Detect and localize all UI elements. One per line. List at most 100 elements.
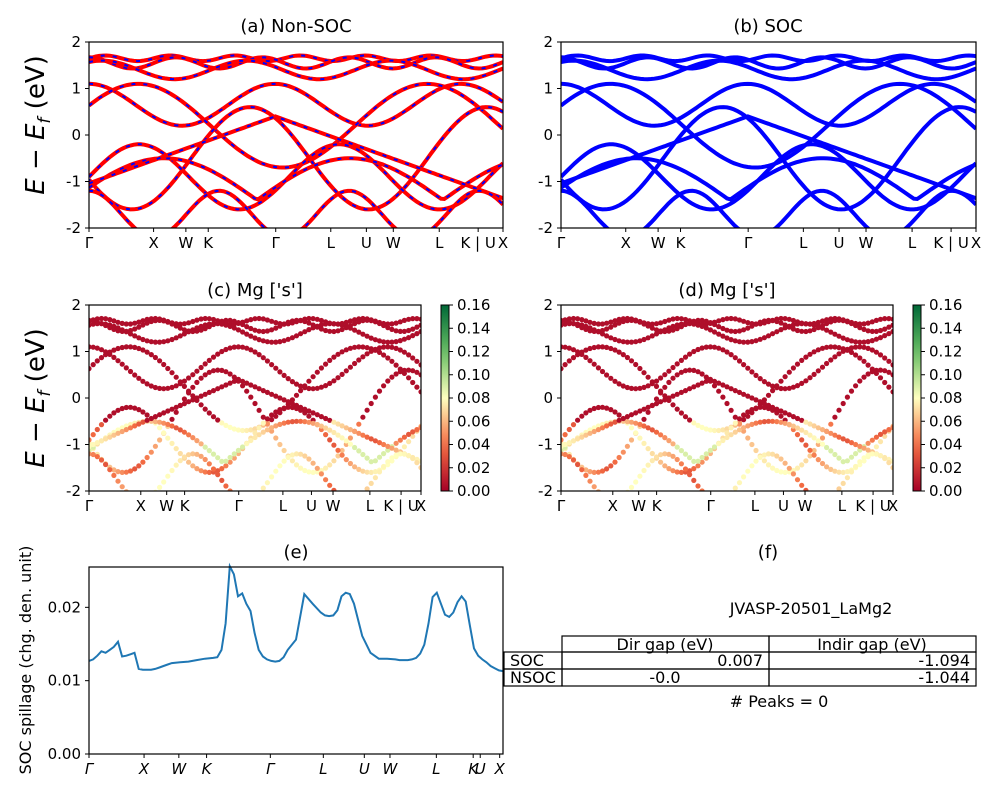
proj-point (385, 344, 391, 350)
proj-point (579, 413, 585, 419)
proj-point (397, 347, 403, 353)
proj-point (248, 394, 254, 400)
colorbar-d-tick-label: 0.00 (929, 482, 962, 500)
proj-point (235, 376, 241, 382)
panel-c-xtick-label: L (366, 497, 375, 515)
proj-point (310, 325, 316, 331)
proj-point (260, 338, 266, 344)
proj-point (169, 336, 175, 343)
proj-point (662, 451, 668, 457)
proj-point (277, 463, 283, 469)
proj-point (256, 328, 262, 334)
proj-point (206, 410, 212, 416)
proj-point (691, 348, 697, 355)
band-a-blue (89, 115, 503, 200)
proj-point (273, 365, 279, 371)
proj-point (857, 355, 863, 361)
proj-point (774, 453, 780, 459)
proj-point (269, 327, 275, 333)
proj-point (591, 361, 597, 367)
proj-point (736, 358, 743, 364)
proj-point (306, 378, 312, 384)
proj-point (678, 321, 685, 327)
proj-point (352, 327, 358, 333)
proj-point (824, 321, 830, 327)
proj-point (579, 317, 585, 323)
proj-point (832, 318, 838, 324)
proj-point (857, 339, 863, 345)
proj-point (281, 397, 287, 403)
proj-point (397, 437, 403, 443)
proj-point (132, 423, 138, 429)
proj-point (381, 383, 387, 389)
proj-point (637, 408, 643, 414)
proj-point (848, 338, 855, 344)
proj-point (641, 406, 647, 412)
proj-point (566, 321, 572, 327)
proj-point (857, 459, 863, 465)
proj-point (323, 321, 329, 327)
proj-point (98, 315, 105, 322)
proj-point (103, 436, 109, 442)
proj-point (277, 441, 283, 448)
proj-point (575, 436, 581, 442)
proj-point (624, 318, 631, 324)
proj-point (289, 404, 295, 411)
proj-point (306, 456, 312, 462)
proj-point (144, 338, 150, 344)
proj-point (123, 344, 129, 350)
panel-c-xtick-label: K (180, 497, 191, 515)
proj-point (406, 453, 412, 459)
proj-point (890, 372, 893, 378)
proj-point (575, 321, 581, 327)
proj-point (720, 333, 726, 339)
proj-point (670, 402, 676, 408)
proj-point (360, 344, 366, 350)
proj-point (604, 320, 610, 326)
proj-point (674, 315, 680, 322)
proj-point (869, 437, 875, 443)
proj-point (181, 327, 187, 333)
proj-point (653, 454, 660, 460)
panel-b-xtick-label: X (971, 234, 981, 252)
proj-point (799, 417, 805, 423)
proj-point (886, 331, 892, 337)
proj-point (418, 362, 421, 368)
proj-point (877, 431, 884, 437)
proj-point (115, 325, 121, 331)
proj-point (157, 437, 163, 443)
proj-point (227, 454, 233, 461)
proj-point (649, 379, 655, 385)
proj-point (616, 320, 622, 326)
panel-d-xtick-label: L (838, 497, 847, 515)
proj-point (256, 425, 262, 431)
band-b (561, 188, 976, 228)
proj-point (562, 362, 568, 368)
proj-point (356, 319, 362, 325)
proj-point (372, 469, 378, 475)
proj-point (674, 326, 680, 332)
proj-point (206, 461, 212, 467)
proj-point (401, 349, 407, 355)
proj-point (608, 335, 614, 341)
proj-point (277, 407, 283, 413)
proj-point (786, 369, 792, 375)
proj-point (140, 409, 146, 415)
proj-point (327, 321, 333, 327)
proj-point (115, 478, 121, 484)
proj-point (765, 317, 772, 323)
proj-point (678, 369, 685, 375)
proj-point (873, 349, 880, 355)
proj-point (736, 416, 743, 422)
proj-point (765, 392, 772, 398)
proj-point (819, 435, 826, 441)
proj-point (703, 378, 709, 384)
proj-point (215, 321, 221, 327)
proj-point (339, 435, 345, 441)
proj-point (273, 320, 279, 326)
proj-point (273, 413, 279, 419)
proj-point (803, 354, 809, 360)
panel-a-xtick-label: X (148, 234, 158, 252)
proj-point (645, 383, 651, 389)
ylabel-top: E − Ef (eV) (21, 55, 55, 195)
